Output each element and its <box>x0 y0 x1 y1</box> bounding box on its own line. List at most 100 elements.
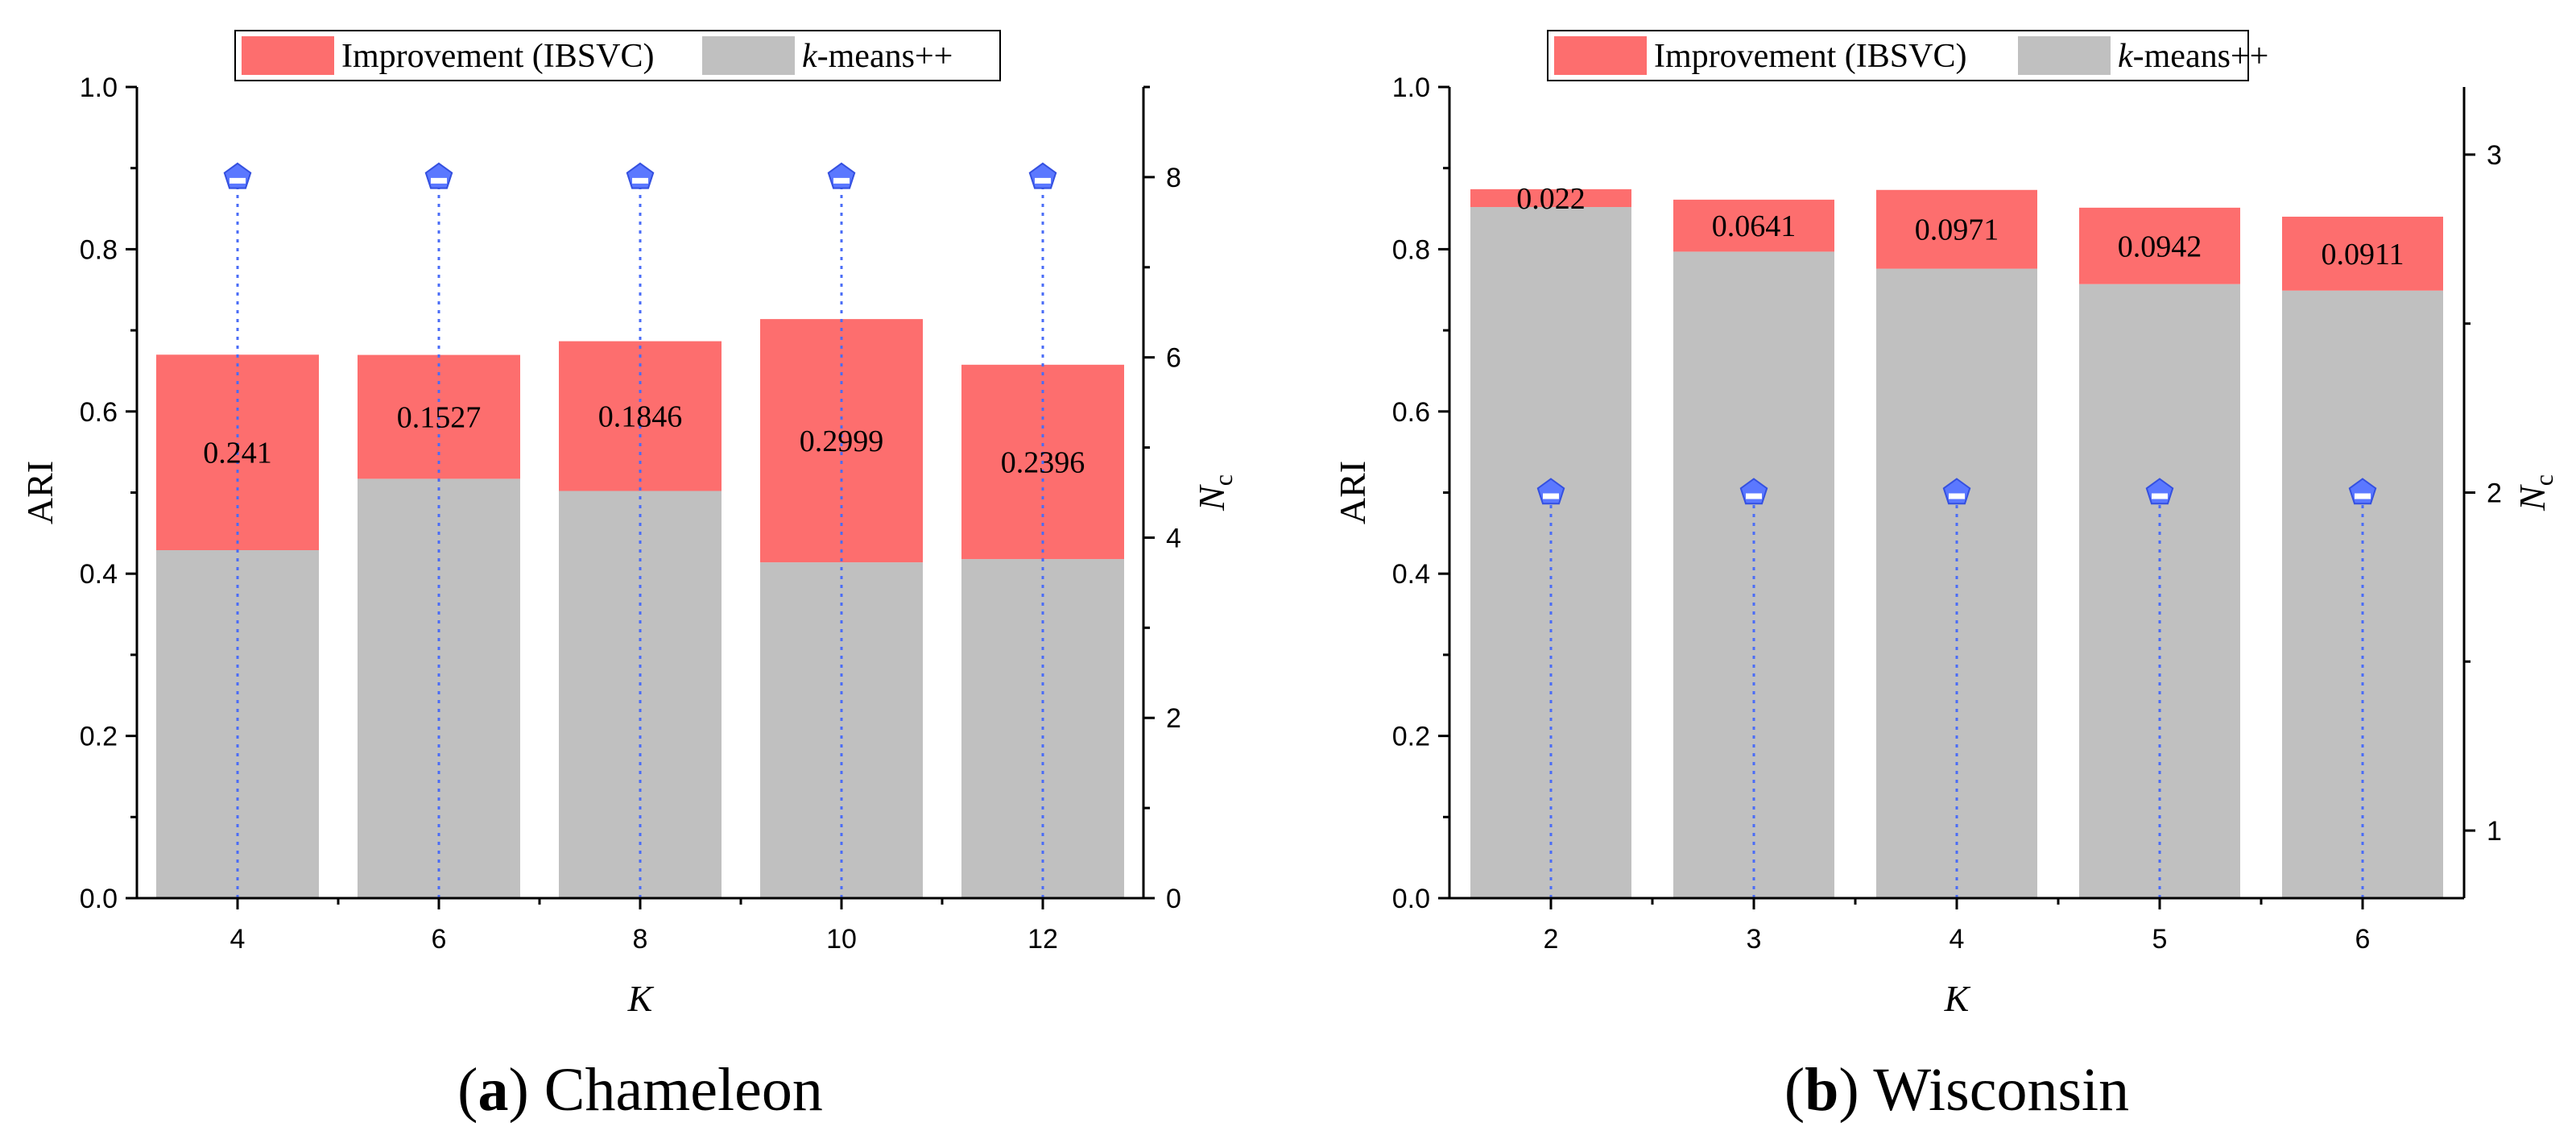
nc-marker-highlight-2 <box>1543 493 1559 499</box>
data-label-2: 0.022 <box>1516 182 1586 216</box>
bar-improvement-6 <box>2282 217 2443 291</box>
legend-swatch-improvement <box>1554 36 1647 75</box>
chart-panel-b: 0.022 0.0641 0.0971 0.0942 0.0911 0.0 0.2 0.4 0.… <box>1332 30 2558 1124</box>
nc-marker-highlight-6 <box>2355 493 2371 499</box>
y2-axis-title-main: N <box>2512 484 2553 512</box>
y2-axis-title-sub: c <box>2529 474 2558 486</box>
data-label-3: 0.0641 <box>1712 209 1797 243</box>
bar-kmeans-4 <box>156 549 319 898</box>
bar-kmeans-6 <box>358 478 520 898</box>
bar-kmeans-2 <box>1470 207 1631 898</box>
nc-marker-highlight-8 <box>632 177 648 184</box>
bar-improvement-2 <box>1470 188 1631 208</box>
data-label-4: 0.241 <box>203 437 272 470</box>
chart-panel-a: 0.241 0.1527 0.1846 0.2999 0.2396 0.0 0.2 0.4 0.… <box>19 30 1238 1124</box>
bar-improvement-4 <box>1876 189 2037 269</box>
panel-caption-b: (b) Wisconsin <box>1784 1056 2129 1124</box>
bar-improvement-5 <box>2079 207 2240 284</box>
caption-letter: a <box>478 1056 508 1124</box>
x-tick-label-4: 4 <box>1950 924 1965 955</box>
y-tick-label-0.4: 0.4 <box>1392 559 1430 590</box>
bar-kmeans-4 <box>1876 268 2037 898</box>
caption-part: ) Wisconsin <box>1838 1056 2129 1124</box>
nc-marker-highlight-5 <box>2152 493 2168 499</box>
y2-tick-label-6: 6 <box>1166 343 1181 374</box>
y-tick-label-0.8: 0.8 <box>1392 234 1430 265</box>
bar-kmeans-5 <box>2079 284 2240 898</box>
data-label-12: 0.2396 <box>1001 445 1085 479</box>
caption-letter: b <box>1805 1056 1838 1124</box>
bar-improvement-3 <box>1673 199 1834 252</box>
x-tick-label-4: 4 <box>230 924 246 955</box>
legend-label-kmeans-k: k <box>2118 38 2134 75</box>
y2-tick-label-3: 3 <box>2487 140 2502 171</box>
y-tick-label-0.6: 0.6 <box>80 397 118 428</box>
data-label-6: 0.0911 <box>2321 238 2404 271</box>
legend-label-kmeans-k: k <box>802 38 818 75</box>
x-tick-label-6: 6 <box>432 924 447 955</box>
legend-box <box>1547 30 2249 81</box>
y-tick-label-0.4: 0.4 <box>80 559 118 590</box>
legend-box <box>234 30 1001 81</box>
y2-tick-label-4: 4 <box>1166 523 1181 553</box>
data-label-5: 0.0942 <box>2118 230 2202 263</box>
data-label-10: 0.2999 <box>800 425 884 458</box>
y-axis-title: ARI <box>19 461 60 524</box>
y2-tick-label-2: 2 <box>1166 703 1181 734</box>
data-label-6: 0.1527 <box>397 400 482 434</box>
nc-marker-6 <box>424 162 453 189</box>
nc-marker-highlight-12 <box>1035 177 1051 184</box>
legend-label-kmeans-rest: -means++ <box>817 38 953 75</box>
y-axis-title: ARI <box>1332 461 1373 524</box>
data-label-8: 0.1846 <box>598 400 683 434</box>
caption-part: ( <box>457 1056 478 1124</box>
x-tick-label-3: 3 <box>1747 924 1762 955</box>
x-tick-label-2: 2 <box>1544 924 1559 955</box>
y2-tick-label-8: 8 <box>1166 163 1181 193</box>
legend-label-kmeans: k-means++ <box>2118 38 2268 75</box>
y-tick-label-1.0: 1.0 <box>1392 72 1430 103</box>
y-tick-label-0.0: 0.0 <box>80 884 118 914</box>
y-tick-label-1.0: 1.0 <box>80 72 118 103</box>
nc-marker-highlight-10 <box>833 177 850 184</box>
nc-marker-highlight-3 <box>1746 493 1762 499</box>
nc-marker-highlight-4 <box>1949 493 1965 499</box>
y-tick-label-0.2: 0.2 <box>80 722 118 752</box>
legend-label-improvement: Improvement (IBSVC) <box>1654 38 1966 75</box>
nc-marker-4 <box>223 162 252 189</box>
y2-tick-label-0: 0 <box>1166 884 1181 914</box>
data-label-4: 0.0971 <box>1915 213 1999 247</box>
x-tick-label-8: 8 <box>633 924 648 955</box>
x-tick-label-10: 10 <box>826 924 857 955</box>
y2-axis-title: Nc <box>2512 474 2558 512</box>
legend-label-kmeans: k-means++ <box>802 38 953 75</box>
legend-swatch-improvement <box>242 36 334 75</box>
x-tick-label-12: 12 <box>1028 924 1058 955</box>
y-tick-label-0.8: 0.8 <box>80 234 118 265</box>
legend-swatch-kmeans <box>2018 36 2111 75</box>
legend-swatch-kmeans <box>702 36 795 75</box>
y2-axis-title-main: N <box>1191 484 1232 512</box>
nc-marker-highlight-4 <box>229 177 246 184</box>
caption-part: ) Chameleon <box>508 1056 822 1124</box>
nc-marker-highlight-6 <box>431 177 447 184</box>
nc-marker-8 <box>626 162 655 189</box>
legend-label-improvement: Improvement (IBSVC) <box>341 38 654 75</box>
x-axis-title: K <box>1944 978 1971 1019</box>
x-tick-label-5: 5 <box>2152 924 2168 955</box>
y-tick-label-0.0: 0.0 <box>1392 884 1430 914</box>
bar-kmeans-3 <box>1673 251 1834 898</box>
caption-part: ( <box>1784 1056 1805 1124</box>
legend-label-kmeans-rest: -means++ <box>2133 38 2269 75</box>
y2-tick-label-2: 2 <box>2487 478 2502 509</box>
x-tick-label-6: 6 <box>2355 924 2371 955</box>
nc-marker-12 <box>1028 162 1057 189</box>
y-tick-label-0.6: 0.6 <box>1392 397 1430 428</box>
y2-axis-title-sub: c <box>1209 474 1238 486</box>
y2-tick-label-1: 1 <box>2487 816 2502 847</box>
nc-marker-10 <box>827 162 856 189</box>
panel-caption-a: (a) Chameleon <box>457 1056 823 1124</box>
y-tick-label-0.2: 0.2 <box>1392 722 1430 752</box>
x-axis-title: K <box>627 978 655 1019</box>
